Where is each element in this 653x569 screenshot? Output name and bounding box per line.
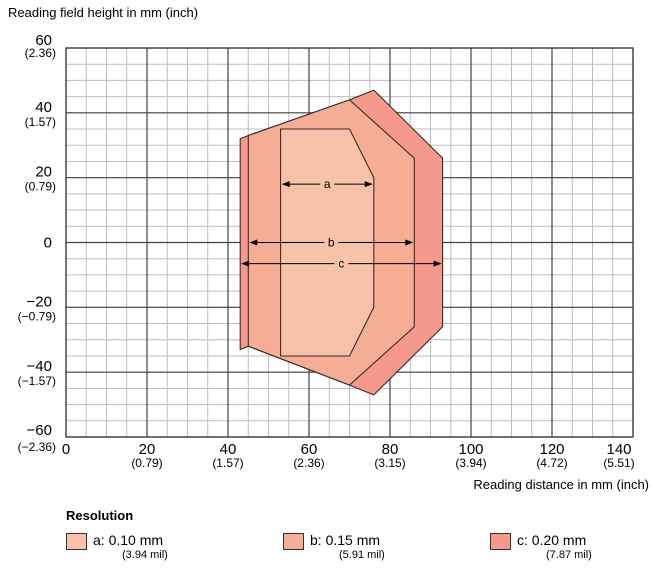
y-tick-label: 0 <box>44 235 52 252</box>
x-tick-sublabel: (0.79) <box>131 456 162 470</box>
legend-label-a: a: 0.10 mm <box>93 532 164 548</box>
plot-frame <box>65 47 634 438</box>
y-tick-sublabel: (−2.36) <box>18 440 56 454</box>
x-tick-label: 120 <box>539 441 564 458</box>
legend-swatch-c <box>490 533 511 550</box>
arrowhead-left-b <box>249 239 258 246</box>
legend-sub-c: (7.87 mil) <box>546 549 592 561</box>
y-tick-label: 40 <box>35 99 52 116</box>
y-axis-title: Reading field height in mm (inch) <box>8 5 199 20</box>
arrowhead-left-c <box>241 260 250 267</box>
dimension-label-c: c <box>338 257 344 271</box>
arrowhead-right-a <box>364 181 373 188</box>
arrowhead-right-c <box>433 260 442 267</box>
x-tick-sublabel: (4.72) <box>536 456 567 470</box>
x-tick-sublabel: (3.94) <box>455 456 486 470</box>
dimension-label-a: a <box>324 177 331 191</box>
legend-title: Resolution <box>66 508 134 523</box>
reading-field-chart: cba60(2.36)40(1.57)20(0.79)0−20(−0.79)−4… <box>18 32 635 470</box>
legend-sub-a: (3.94 mil) <box>122 549 168 561</box>
y-tick-label: 20 <box>35 164 52 181</box>
legend-label-c: c: 0.20 mm <box>517 532 587 548</box>
y-tick-label: −20 <box>27 293 52 310</box>
arrowhead-right-b <box>405 239 414 246</box>
x-tick-sublabel: (1.57) <box>212 456 243 470</box>
arrowhead-left-a <box>281 181 290 188</box>
y-tick-label: 60 <box>35 32 52 49</box>
legend-swatch-a <box>66 533 87 550</box>
y-tick-sublabel: (1.57) <box>25 115 56 129</box>
x-tick-label: 100 <box>458 441 483 458</box>
x-tick-label: 140 <box>606 441 631 458</box>
legend-label-b: b: 0.15 mm <box>310 532 381 548</box>
x-tick-sublabel: (5.51) <box>603 456 634 470</box>
legend-swatch-b <box>283 533 304 550</box>
x-tick-label: 40 <box>220 441 237 458</box>
x-axis-title: Reading distance in mm (inch) <box>473 477 649 492</box>
y-tick-label: −40 <box>27 358 52 375</box>
y-tick-sublabel: (−1.57) <box>18 374 56 388</box>
x-tick-sublabel: (3.15) <box>374 456 405 470</box>
reading-field-a <box>280 128 375 357</box>
y-tick-sublabel: (2.36) <box>25 46 56 60</box>
y-tick-sublabel: (−0.79) <box>18 309 56 323</box>
legend-sub-b: (5.91 mil) <box>339 549 385 561</box>
x-tick-label: 80 <box>382 441 399 458</box>
x-tick-label: 0 <box>62 441 70 458</box>
dimension-label-b: b <box>328 236 335 250</box>
x-tick-label: 60 <box>301 441 318 458</box>
y-tick-label: −60 <box>27 422 52 439</box>
x-tick-sublabel: (2.36) <box>293 456 324 470</box>
x-tick-label: 20 <box>139 441 156 458</box>
y-tick-sublabel: (0.79) <box>25 180 56 194</box>
